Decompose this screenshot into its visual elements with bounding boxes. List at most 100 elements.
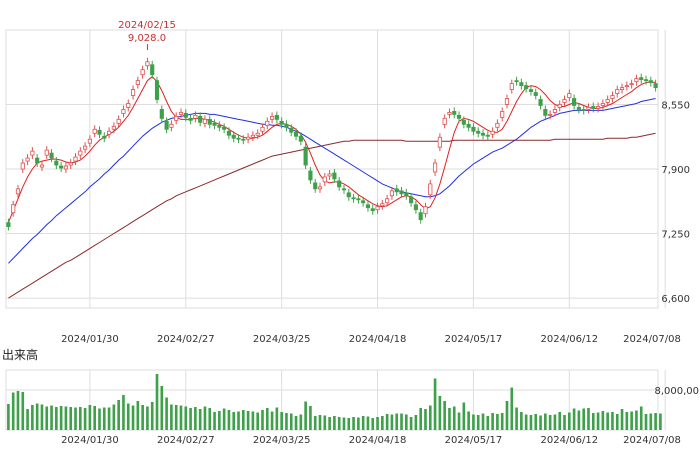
volume-bar bbox=[606, 412, 609, 430]
candle bbox=[504, 94, 510, 109]
candle bbox=[6, 218, 11, 231]
volume-bar bbox=[194, 407, 197, 430]
candle bbox=[490, 127, 495, 139]
volume-bar bbox=[496, 414, 499, 430]
candle bbox=[198, 112, 203, 127]
volume-bar bbox=[467, 411, 470, 430]
candle bbox=[250, 131, 255, 142]
candle-body bbox=[332, 172, 337, 180]
price-x-tick-label: 2024/02/27 bbox=[157, 334, 215, 345]
volume-bar bbox=[93, 406, 97, 430]
price-y-tick-label: 8,550 bbox=[661, 100, 690, 111]
candle-body bbox=[543, 109, 548, 116]
candle-body bbox=[313, 182, 318, 190]
volume-bar bbox=[35, 403, 39, 430]
candle bbox=[317, 182, 323, 193]
candle-body bbox=[447, 112, 452, 115]
volume-bar bbox=[78, 407, 82, 430]
candle bbox=[500, 107, 505, 122]
candle bbox=[595, 102, 601, 113]
volume-bar bbox=[601, 411, 605, 430]
candle bbox=[97, 126, 102, 139]
volume-bar bbox=[524, 414, 528, 430]
volume-bar bbox=[476, 415, 480, 430]
candle bbox=[260, 123, 265, 136]
volume-bar bbox=[261, 410, 264, 430]
volume-bar bbox=[553, 414, 557, 430]
candle bbox=[255, 129, 260, 140]
candle-body bbox=[552, 109, 558, 113]
volume-bar bbox=[337, 417, 341, 430]
candle-body bbox=[135, 80, 140, 86]
candle-body bbox=[442, 117, 447, 125]
volume-bar bbox=[7, 404, 10, 430]
volume-bar bbox=[40, 404, 44, 430]
candle bbox=[447, 108, 452, 119]
volume-bar bbox=[270, 411, 274, 430]
candle bbox=[567, 89, 572, 102]
candle-body bbox=[572, 98, 577, 106]
volume-bar bbox=[419, 408, 423, 430]
volume-bar bbox=[280, 412, 283, 430]
candle-body bbox=[485, 134, 490, 137]
volume-bar bbox=[218, 411, 221, 430]
volume-bar bbox=[246, 411, 250, 430]
candle bbox=[341, 184, 347, 194]
candle bbox=[269, 112, 275, 124]
candle-body bbox=[126, 103, 131, 108]
volume-bar bbox=[381, 416, 384, 430]
volume-bar bbox=[189, 408, 192, 430]
volume-bar bbox=[131, 405, 135, 430]
candle bbox=[576, 103, 581, 114]
candle-body bbox=[351, 197, 356, 200]
candle bbox=[361, 196, 366, 207]
volume-bar bbox=[275, 407, 279, 430]
candle-body bbox=[140, 69, 145, 76]
volume-bar bbox=[309, 406, 312, 430]
volume-bar bbox=[155, 374, 159, 430]
candle bbox=[337, 176, 342, 191]
volume-bar bbox=[544, 413, 547, 430]
volume-bar bbox=[558, 412, 562, 430]
candle-body bbox=[528, 89, 534, 92]
volume-bar bbox=[117, 400, 120, 430]
candle-body bbox=[653, 83, 658, 88]
candle bbox=[418, 208, 423, 224]
candle bbox=[365, 200, 371, 212]
volume-bar bbox=[347, 418, 351, 430]
candle-body bbox=[413, 204, 418, 211]
volume-bar bbox=[285, 413, 288, 430]
candle bbox=[346, 188, 351, 201]
candle bbox=[241, 135, 246, 145]
volume-bar bbox=[438, 396, 442, 430]
candle-body bbox=[78, 150, 83, 156]
candle bbox=[11, 200, 16, 217]
price-y-ticks: 6,600 7,250 7,900 8,550 bbox=[661, 100, 690, 305]
candle-body bbox=[236, 137, 241, 140]
volume-bar bbox=[390, 414, 394, 430]
candle-body bbox=[418, 212, 423, 221]
candle bbox=[73, 153, 78, 166]
volume-y-ticks: 8,000,00 bbox=[654, 386, 699, 397]
candle-body bbox=[476, 130, 481, 134]
volume-bar bbox=[64, 406, 68, 430]
candle bbox=[106, 127, 112, 139]
candle-body bbox=[174, 115, 179, 121]
candle bbox=[154, 76, 160, 104]
candle bbox=[538, 95, 543, 110]
candle-body bbox=[375, 206, 380, 211]
candle bbox=[44, 146, 49, 160]
volume-bar bbox=[424, 409, 427, 430]
volume-bar bbox=[222, 408, 226, 430]
candle-body bbox=[183, 113, 188, 118]
volume-bar bbox=[510, 387, 514, 430]
candle-body bbox=[317, 186, 323, 190]
ma-long-line bbox=[8, 132, 656, 299]
volume-bar bbox=[265, 408, 269, 430]
volume-bar bbox=[491, 413, 494, 430]
candle-body bbox=[399, 190, 404, 195]
volume-bar bbox=[639, 406, 643, 430]
candle bbox=[159, 105, 164, 123]
ma-mid-line bbox=[8, 98, 656, 264]
candle-body bbox=[634, 78, 639, 83]
